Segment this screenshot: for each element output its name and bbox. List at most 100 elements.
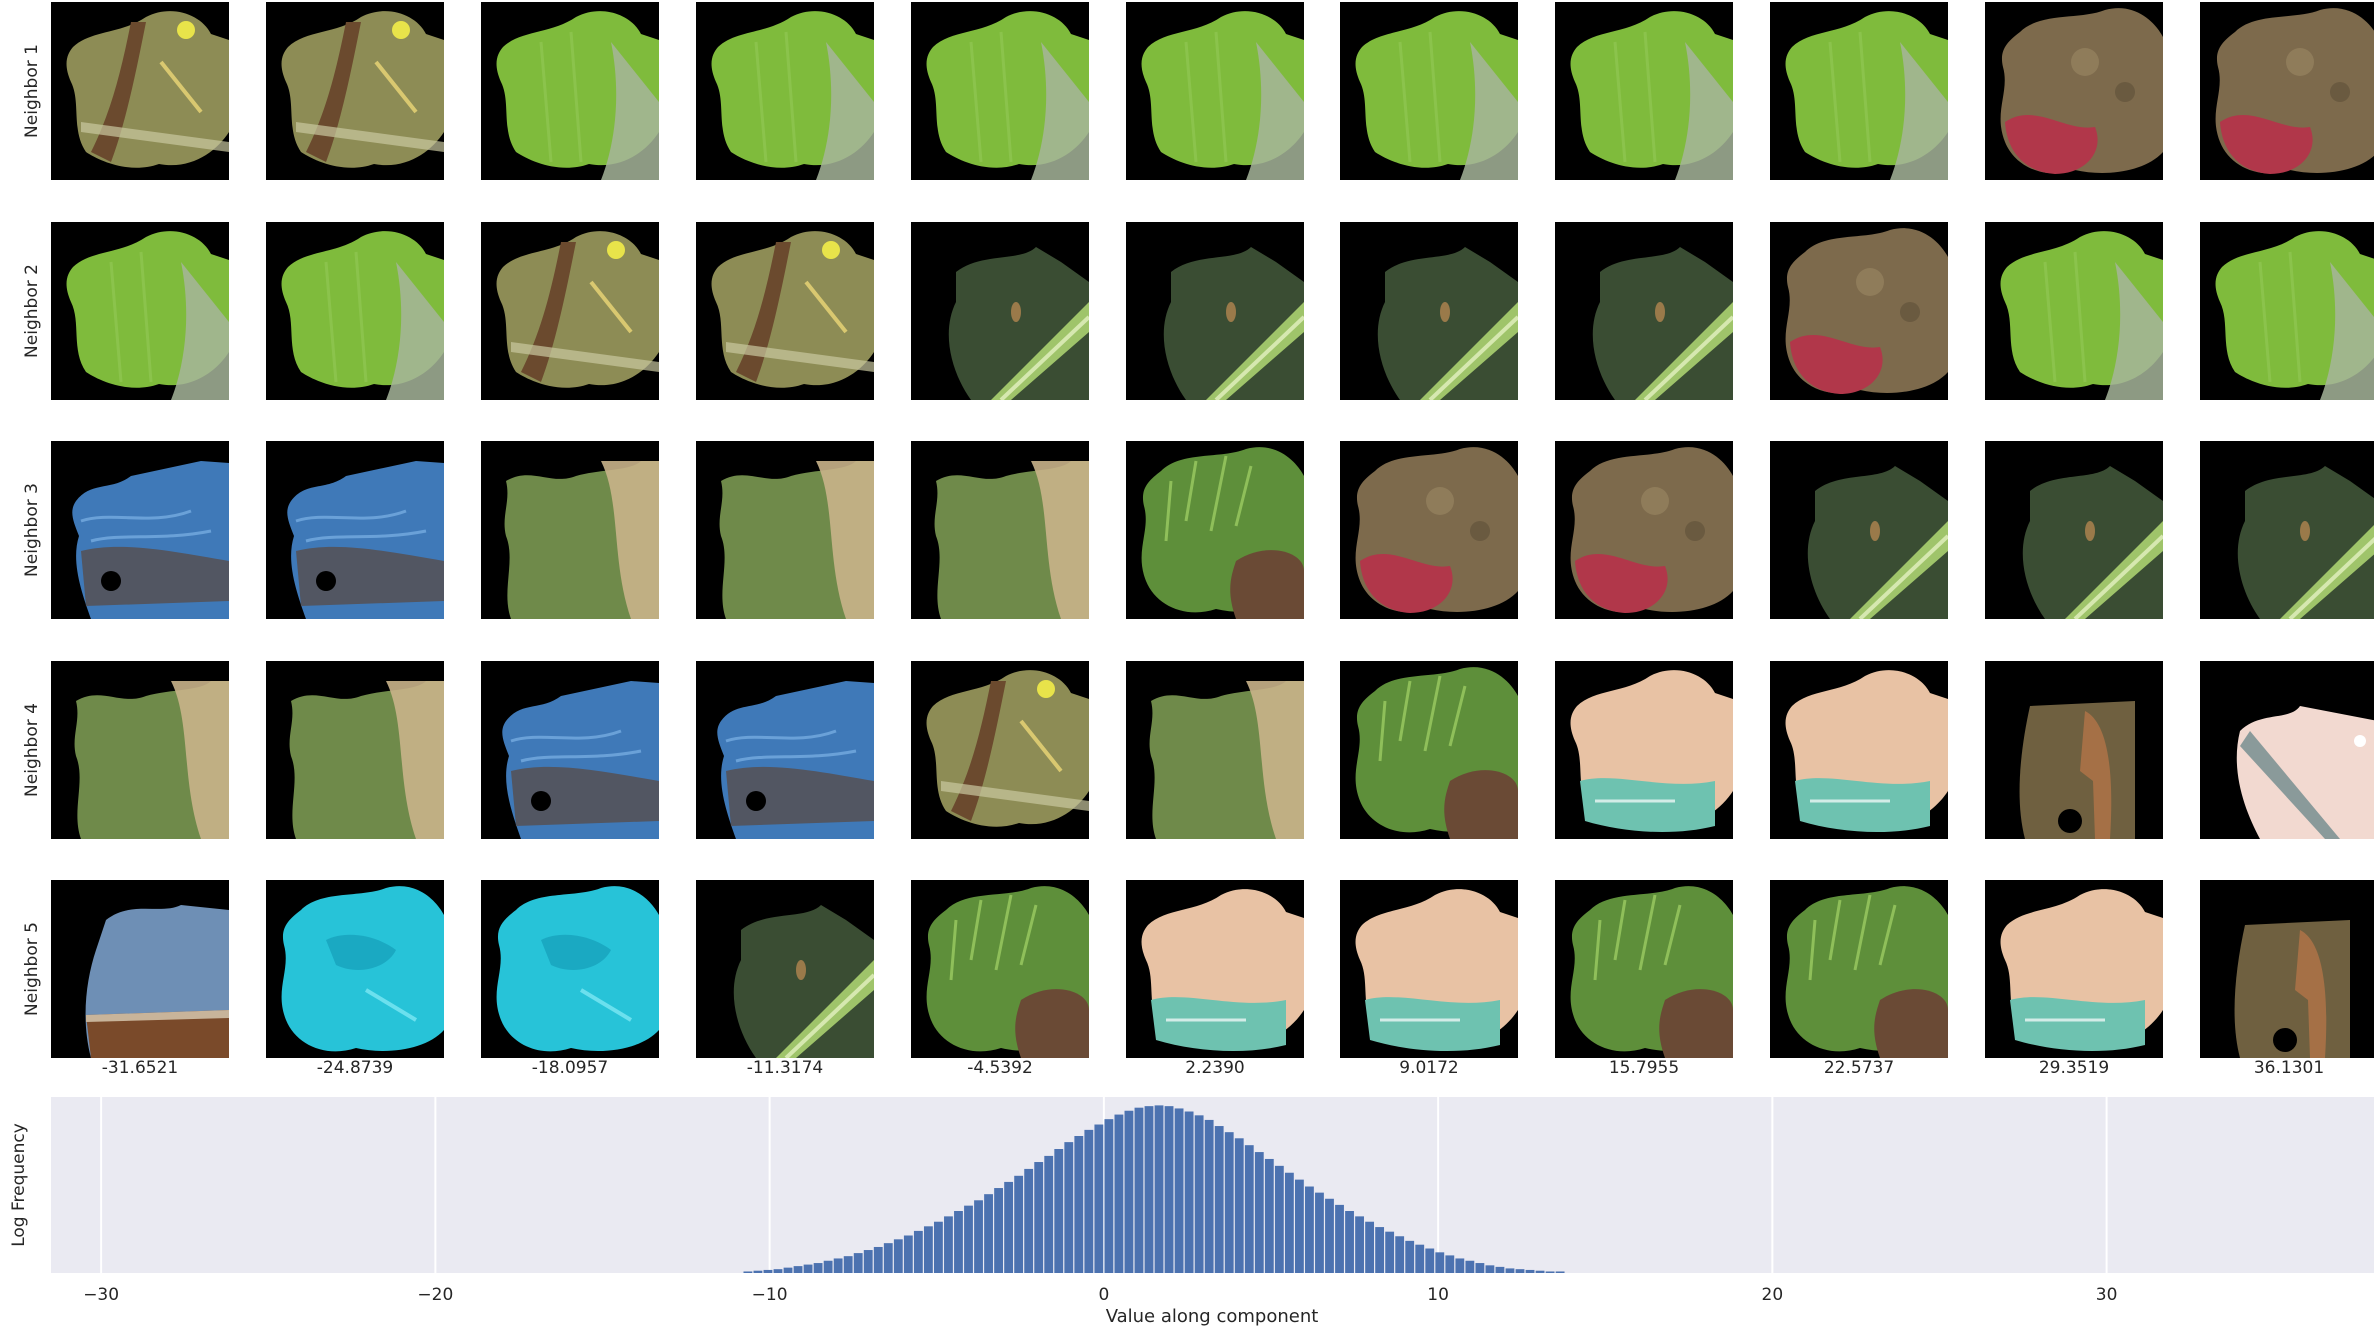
histogram-bar xyxy=(964,1205,973,1273)
column-value-label: -31.6521 xyxy=(101,1058,179,1078)
x-tick-label: 30 xyxy=(2096,1285,2118,1305)
row-label-text: Neighbor 3 xyxy=(22,483,42,577)
peach-skin-patch xyxy=(1985,880,2163,1058)
histogram-bar xyxy=(893,1239,903,1273)
histogram-bar xyxy=(1024,1168,1034,1273)
histogram-bar xyxy=(773,1269,783,1273)
blurred-green-patch xyxy=(696,441,874,619)
peach-skin-patch xyxy=(1770,661,1948,839)
histogram-bar xyxy=(1415,1244,1425,1273)
green-leaf-patch xyxy=(266,222,444,400)
histogram-bar xyxy=(1244,1145,1254,1273)
histogram-bar xyxy=(1395,1236,1405,1273)
histogram-bar xyxy=(1325,1198,1334,1273)
column-value-label: 15.7955 xyxy=(1608,1058,1680,1078)
column-value-label: -11.3174 xyxy=(746,1058,824,1078)
pink-stripe-patch xyxy=(2200,661,2374,839)
histogram-bar xyxy=(1525,1269,1535,1273)
histogram-bar xyxy=(1485,1265,1495,1273)
histogram-bar xyxy=(903,1235,913,1273)
histogram-bar xyxy=(1495,1266,1505,1273)
histogram-bar xyxy=(853,1253,863,1273)
histogram-bar xyxy=(843,1256,853,1273)
histogram-bar xyxy=(1425,1248,1435,1273)
histogram-bar xyxy=(1144,1106,1154,1273)
histogram-bar xyxy=(1445,1255,1455,1273)
deer-patch xyxy=(2200,880,2374,1058)
histogram-bar xyxy=(1294,1179,1304,1273)
histogram-bar xyxy=(1375,1227,1385,1273)
green-leaf-patch xyxy=(51,222,229,400)
histogram-bar xyxy=(1134,1107,1144,1273)
soil-red-patch xyxy=(1985,2,2163,180)
row-label-text: Neighbor 1 xyxy=(22,44,42,138)
row-label-text: Neighbor 5 xyxy=(22,922,42,1016)
green-leaf-patch xyxy=(1770,2,1948,180)
histogram-bar xyxy=(803,1264,813,1273)
histogram-bar xyxy=(1114,1114,1124,1273)
histogram-bar xyxy=(753,1270,763,1273)
histogram-bar xyxy=(1014,1175,1024,1273)
histogram-bar xyxy=(1164,1106,1174,1273)
histogram-bar xyxy=(1124,1110,1134,1273)
histogram-bar xyxy=(1204,1119,1214,1273)
blue-water-patch xyxy=(696,661,874,839)
histogram-bar xyxy=(1034,1162,1044,1273)
row-label-text: Neighbor 4 xyxy=(22,702,42,797)
histogram-bar xyxy=(1264,1158,1274,1273)
histogram-bar xyxy=(1315,1192,1324,1273)
blurred-green-patch xyxy=(1126,661,1304,839)
histogram-bar xyxy=(1335,1204,1344,1273)
histogram-bar xyxy=(994,1188,1003,1273)
histogram-bar xyxy=(923,1226,933,1273)
histogram-bar xyxy=(793,1266,803,1273)
twig-leaf-patch xyxy=(911,661,1089,839)
histogram-bar xyxy=(1154,1105,1164,1273)
histogram-bar xyxy=(1345,1211,1354,1273)
column-value-label: 29.3519 xyxy=(2038,1058,2110,1078)
histogram-bar xyxy=(813,1263,823,1273)
green-leaf-patch xyxy=(1985,222,2163,400)
x-tick-labels: −30 −20 −10 0 10 20 30 xyxy=(83,1285,2117,1305)
histogram-bar xyxy=(1545,1271,1555,1273)
histogram-bar xyxy=(1455,1258,1465,1273)
blurred-green-patch xyxy=(481,441,659,619)
column-value-label: 22.5737 xyxy=(1823,1058,1895,1078)
soil-red-patch xyxy=(2200,2,2374,180)
histogram-bar xyxy=(934,1221,943,1273)
histogram-bar xyxy=(1475,1263,1485,1273)
dark-stem-patch xyxy=(1126,222,1304,400)
twig-leaf-patch xyxy=(696,222,874,400)
x-tick-label: −30 xyxy=(83,1285,119,1305)
histogram-bar xyxy=(1234,1138,1244,1273)
green-leaf-patch xyxy=(1340,2,1518,180)
histogram-bar xyxy=(1435,1252,1445,1273)
histogram-bar xyxy=(783,1267,793,1273)
peach-skin-patch xyxy=(1555,661,1733,839)
twig-leaf-patch xyxy=(481,222,659,400)
grass-patch xyxy=(911,880,1089,1058)
blue-water-patch xyxy=(481,661,659,839)
histogram-bar xyxy=(974,1200,983,1273)
histogram-bar xyxy=(1515,1269,1525,1273)
histogram-bar xyxy=(873,1246,883,1273)
cyan-patch xyxy=(481,880,659,1058)
green-leaf-patch xyxy=(696,2,874,180)
histogram-bar xyxy=(1505,1268,1515,1273)
neighbor-grid: Neighbor 1 Neighbor 2 Neighbor 3 Neighbor 4… xyxy=(22,2,2374,1078)
soil-red-patch xyxy=(1555,441,1733,619)
sky-patch xyxy=(51,880,229,1058)
green-leaf-patch xyxy=(481,2,659,180)
green-leaf-patch xyxy=(1126,2,1304,180)
histogram-bar xyxy=(1194,1115,1204,1273)
column-value-label: -18.0957 xyxy=(531,1058,609,1078)
column-value-label: 9.0172 xyxy=(1399,1058,1459,1078)
blue-water-patch xyxy=(51,441,229,619)
dark-stem-patch xyxy=(1555,222,1733,400)
histogram-bar xyxy=(763,1269,773,1273)
dark-stem-patch xyxy=(1985,441,2163,619)
histogram-bar xyxy=(1465,1260,1475,1273)
x-tick-label: 10 xyxy=(1427,1285,1449,1305)
dark-stem-patch xyxy=(1340,222,1518,400)
deer-patch xyxy=(1985,661,2163,839)
